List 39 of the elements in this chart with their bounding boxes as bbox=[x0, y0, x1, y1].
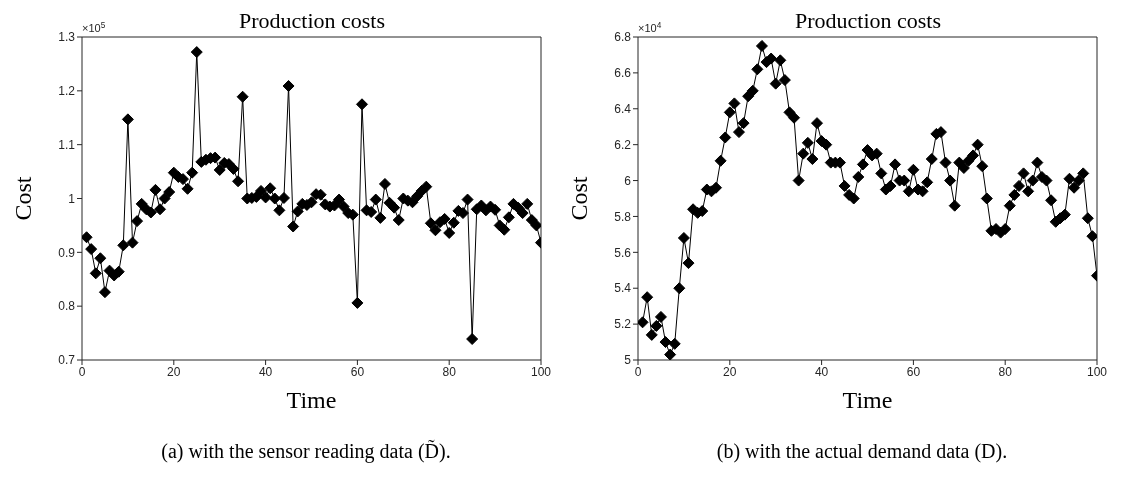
x-tick-label: 40 bbox=[814, 364, 829, 379]
x-tick-label: 0 bbox=[78, 364, 86, 379]
chart-title: Production costs bbox=[794, 8, 942, 33]
y-tick-label: 5 bbox=[624, 353, 632, 368]
y-tick-label: 6.8 bbox=[614, 30, 632, 45]
y-tick-label: 6 bbox=[624, 173, 632, 188]
x-tick-label: 100 bbox=[1086, 364, 1108, 379]
x-tick-label: 20 bbox=[723, 364, 737, 379]
y-tick-label: 6.2 bbox=[614, 137, 632, 152]
chart-title: Production costs bbox=[238, 8, 386, 33]
y-tick-label: 1.1 bbox=[58, 137, 76, 152]
x-tick-label: 60 bbox=[350, 364, 365, 379]
text: ×10$^{4}$ bbox=[638, 20, 662, 34]
x-tick-label: 20 bbox=[167, 364, 181, 379]
y-tick-label: 0.7 bbox=[58, 353, 76, 368]
y-tick-label: 0.9 bbox=[58, 245, 76, 260]
y-axis-title: Cost bbox=[9, 176, 36, 221]
y-tick-label: 1.2 bbox=[58, 84, 76, 99]
y-tick-label: 0.8 bbox=[58, 299, 76, 314]
y-tick-label: 5.4 bbox=[614, 281, 632, 296]
x-tick-label: 80 bbox=[998, 364, 1013, 379]
y-tick-label: 6.4 bbox=[614, 102, 632, 117]
x-tick-label: 100 bbox=[530, 364, 552, 379]
x-tick-label: 0 bbox=[634, 364, 642, 379]
x-tick-label: 40 bbox=[258, 364, 273, 379]
x-tick-label: 60 bbox=[906, 364, 921, 379]
y-axis-title: Cost bbox=[565, 176, 592, 221]
y-tick-label: 5.2 bbox=[614, 317, 632, 332]
y-tick-label: 5.8 bbox=[614, 209, 632, 224]
x-axis-title: Time bbox=[842, 387, 893, 413]
x-tick-label: 80 bbox=[442, 364, 457, 379]
y-tick-label: 6.6 bbox=[614, 66, 632, 81]
text: ×10$^{5}$ bbox=[82, 20, 106, 34]
x-axis-title: Time bbox=[286, 387, 337, 413]
text: (b) with the actual demand data (D). bbox=[715, 440, 1009, 463]
y-tick-label: 5.6 bbox=[614, 245, 632, 260]
text: (a) with the sensor reading data (D̃). bbox=[160, 440, 452, 463]
y-tick-label: 1.3 bbox=[58, 30, 76, 45]
y-tick-label: 1 bbox=[68, 191, 76, 206]
